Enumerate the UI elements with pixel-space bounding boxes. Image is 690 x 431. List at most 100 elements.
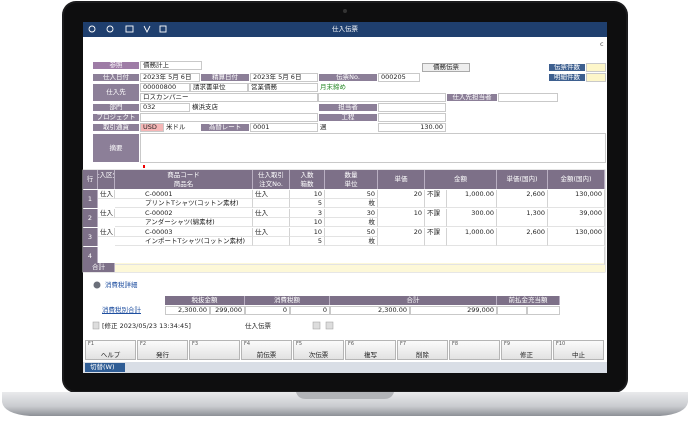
cell: 30 [325, 209, 378, 218]
cell: 10 [378, 209, 425, 227]
cell: 不課 [425, 228, 447, 246]
window-title: 仕入伝票 [332, 25, 358, 34]
cell: 50 [325, 190, 378, 199]
cell: 仕入 [253, 209, 290, 218]
header [98, 180, 115, 189]
cell: 10 [290, 228, 325, 237]
function-key[interactable]: F8 [449, 340, 500, 360]
dropdown[interactable]: 営業債務 [248, 83, 318, 92]
value[interactable] [586, 63, 606, 72]
key-label: ヘルプ [100, 350, 121, 359]
cell: C-00002 [115, 209, 253, 218]
next-icon [312, 321, 321, 330]
key-label: 複写 [364, 350, 377, 359]
input[interactable]: 032 [140, 103, 190, 112]
row-number: 1 [83, 190, 98, 208]
value[interactable] [497, 306, 527, 315]
function-key[interactable]: F1 ヘルプ [85, 340, 136, 360]
cell: 3 [290, 209, 325, 218]
value[interactable]: 299,000 [410, 306, 497, 315]
header: 商品名 [115, 180, 253, 189]
text: 月末締め [320, 83, 346, 92]
cell: C-00003 [115, 228, 253, 237]
header: 金額 [425, 170, 497, 189]
value[interactable]: 299,000 [210, 306, 245, 315]
cell: 仕入 [98, 228, 115, 237]
refresh: c [600, 40, 604, 48]
refresh-icon [325, 321, 334, 330]
input[interactable] [378, 103, 446, 112]
header: 単位 [325, 180, 378, 189]
cell: 10 [290, 218, 325, 227]
label: 工程 [318, 113, 378, 122]
value[interactable]: 2,300.00 [165, 306, 210, 315]
laptop-base [2, 392, 688, 416]
label: 部門 [92, 103, 140, 112]
button[interactable]: 債務伝票 [422, 63, 470, 72]
key-code: F6 [348, 341, 355, 347]
input[interactable]: 000205 [378, 73, 420, 82]
cell: 枚 [325, 199, 378, 208]
value[interactable]: 2,300.00 [330, 306, 410, 315]
label: 精算日付 [200, 73, 250, 82]
input[interactable] [318, 93, 446, 102]
key-label: 発行 [156, 350, 169, 359]
header: 行 [83, 170, 98, 189]
header: 単価(国内) [497, 170, 548, 189]
key-code: F1 [88, 341, 95, 347]
function-key[interactable]: F3 [189, 340, 240, 360]
cell: 枚 [325, 218, 378, 227]
switch-bg [85, 363, 125, 372]
value[interactable] [586, 73, 606, 82]
value[interactable] [527, 306, 560, 315]
function-key[interactable]: F9 修正 [501, 340, 552, 360]
textarea[interactable] [140, 133, 606, 163]
cell [253, 218, 290, 227]
input[interactable] [378, 113, 446, 122]
cell: 仕入 [253, 228, 290, 237]
label: プロジェクト [92, 113, 140, 122]
function-key[interactable]: F7 削除 [397, 340, 448, 360]
cell: 1,300 [497, 209, 548, 227]
value[interactable]: 0 [290, 306, 330, 315]
header: 前払金充当額 [497, 296, 560, 305]
value[interactable]: 0 [245, 306, 290, 315]
key-code: F8 [452, 341, 459, 347]
cell: 5 [290, 199, 325, 208]
input[interactable]: 2023年 5月 6日 [250, 73, 318, 82]
label: 仕入先担当者 [446, 93, 498, 102]
input[interactable]: ロスカンパニー [140, 93, 318, 102]
function-key[interactable]: F10 中止 [553, 340, 604, 360]
row-number: 4 [83, 247, 98, 265]
function-key[interactable]: F4 前伝票 [241, 340, 292, 360]
key-label: 修正 [520, 350, 533, 359]
dropdown[interactable]: 請求書単位 [190, 83, 248, 92]
cell: 2,600 [497, 190, 548, 208]
dropdown[interactable]: 債務計上 [140, 61, 202, 70]
function-key[interactable]: F2 発行 [137, 340, 188, 360]
input[interactable]: 130.00 [378, 123, 446, 132]
input[interactable]: 00000800 [140, 83, 190, 92]
link: 消費税別合計 [102, 306, 141, 315]
notch [296, 392, 394, 399]
cell: 130,000 [548, 190, 605, 208]
input[interactable]: USD [140, 123, 164, 132]
function-key[interactable]: F5 次伝票 [293, 340, 344, 360]
header: 単価 [378, 170, 425, 189]
input[interactable]: 0001 [250, 123, 318, 132]
input[interactable]: 2023年 5月 6日 [140, 73, 200, 82]
header: 入数 [290, 170, 325, 180]
switch-button: 切替(W) [90, 363, 115, 372]
cell: 39,000 [548, 209, 605, 227]
label: 為替レート [200, 123, 250, 132]
function-key[interactable]: F6 複写 [345, 340, 396, 360]
input[interactable] [498, 93, 558, 102]
row-number: 3 [83, 228, 98, 246]
cell: 1,000.00 [447, 228, 497, 246]
key-code: F4 [244, 341, 251, 347]
cell: プリントTシャツ(コットン素材) [115, 199, 253, 208]
input[interactable] [140, 113, 318, 122]
key-label: 削除 [416, 350, 429, 359]
label: 摘要 [92, 133, 140, 163]
